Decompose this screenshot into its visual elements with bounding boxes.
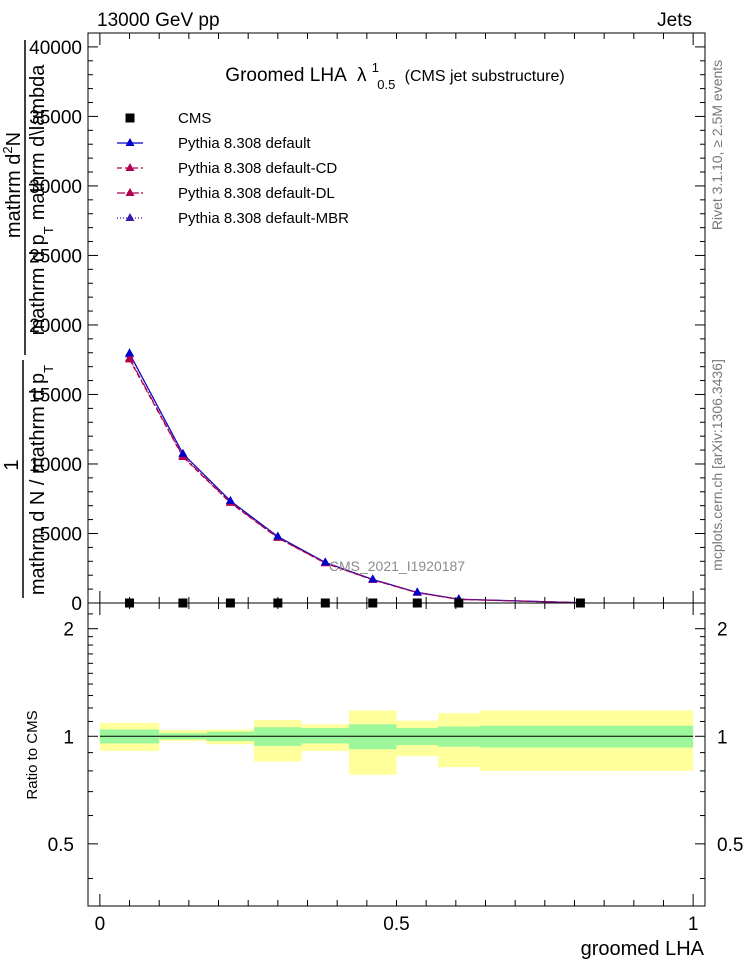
x-tick-label: 1 — [688, 914, 699, 935]
main-y-tick-label: 40000 — [29, 38, 82, 59]
rivet-label: Rivet 3.1.10, ≥ 2.5M events — [709, 60, 725, 230]
source-label: mcplots.cern.ch [arXiv:1306.3436] — [709, 359, 725, 571]
x-axis-label: groomed LHA — [581, 938, 705, 960]
energy-label: 13000 GeV pp — [97, 10, 220, 31]
legend-marker — [125, 188, 135, 196]
plot-title-symbol: λ — [357, 65, 367, 86]
main-y-tick-label: 15000 — [29, 385, 82, 406]
plot-title-sup: 1 — [372, 60, 379, 75]
main-y-tick-label: 20000 — [29, 316, 82, 337]
ratio-plot-frame — [87, 602, 706, 907]
series-marker-0 — [368, 574, 378, 583]
legend-marker-cms — [125, 113, 135, 123]
main-y-tick-label: 25000 — [29, 246, 82, 267]
ratio-bands — [99, 710, 694, 775]
ratio-y-tick-label: 1 — [63, 727, 74, 748]
legend-label: CMS — [178, 110, 211, 127]
series-marker-0 — [178, 448, 188, 457]
y-label-middle: mathrm d pTmathrm d\lambda — [27, 64, 56, 336]
legend-marker — [125, 138, 135, 146]
legend: CMS Pythia 8.308 default Pythia 8.308 defa… — [117, 110, 349, 227]
ratio-y-tick-label-right: 0.5 — [717, 835, 743, 856]
series-marker-0 — [320, 557, 330, 566]
series-line-3 — [128, 354, 581, 604]
legend-marker — [125, 163, 135, 171]
legend-label: Pythia 8.308 default-CD — [178, 160, 337, 177]
plot-title-note: (CMS jet substructure) — [405, 68, 565, 85]
category-label: Jets — [657, 10, 692, 31]
legend-label: Pythia 8.308 default — [178, 135, 311, 152]
x-tick-label: 0.5 — [383, 914, 409, 935]
series-marker-0 — [412, 587, 422, 596]
main-y-tick-label: 5000 — [40, 524, 82, 545]
legend-label: Pythia 8.308 default-DL — [178, 185, 335, 202]
series-marker-0 — [225, 495, 235, 504]
ratio-y-axis-label: Ratio to CMS — [24, 710, 41, 799]
series-marker-0 — [125, 348, 135, 357]
main-panel: 0 5000 10000 15000 20000 25000 30000 35000 40000 — [29, 33, 705, 906]
y-label-bottom: mathrm d N / mathrm d pT — [27, 365, 56, 595]
ratio-y-tick-label-right: 2 — [717, 620, 728, 641]
main-y-axis-label: mathrm d2N mathrm d pTmathrm d\lambda 1 … — [0, 40, 56, 598]
plot-title-main: Groomed LHA — [225, 65, 347, 86]
plot-title: Groomed LHA λ 1 0.5 (CMS jet substructur… — [225, 56, 564, 94]
legend-marker — [125, 213, 135, 221]
ratio-y-tick-label: 0.5 — [48, 835, 74, 856]
main-y-tick-label: 0 — [71, 594, 82, 615]
main-y-tick-label: 35000 — [29, 107, 82, 128]
ratio-y-tick-label-right: 1 — [717, 727, 728, 748]
ratio-stat-uncertainty-band — [301, 727, 350, 744]
main-y-tick-label: 10000 — [29, 455, 82, 476]
series-marker-1 — [125, 354, 135, 363]
main-y-tick-label: 30000 — [29, 177, 82, 198]
plot-title-sub: 0.5 — [377, 77, 395, 92]
analysis-watermark: CMS_2021_I1920187 — [329, 558, 465, 574]
x-tick-label: 0 — [95, 914, 106, 935]
legend-label: Pythia 8.308 default-MBR — [178, 210, 349, 227]
ratio-y-tick-label: 2 — [63, 620, 74, 641]
series-marker-0 — [273, 531, 283, 540]
y-label-top: mathrm d2N — [0, 132, 25, 238]
y-label-one: 1 — [1, 459, 23, 470]
ratio-panel: 0.5 0.5 1 1 2 2 0 0.5 1 — [48, 613, 743, 935]
